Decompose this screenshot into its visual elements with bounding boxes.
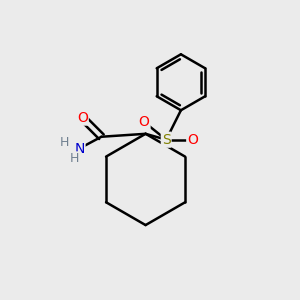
Text: O: O — [187, 133, 198, 147]
Text: S: S — [162, 133, 171, 147]
Text: N: N — [74, 142, 85, 155]
Text: O: O — [77, 111, 88, 124]
Text: H: H — [60, 136, 69, 149]
Text: H: H — [70, 152, 80, 165]
Text: O: O — [139, 115, 149, 129]
